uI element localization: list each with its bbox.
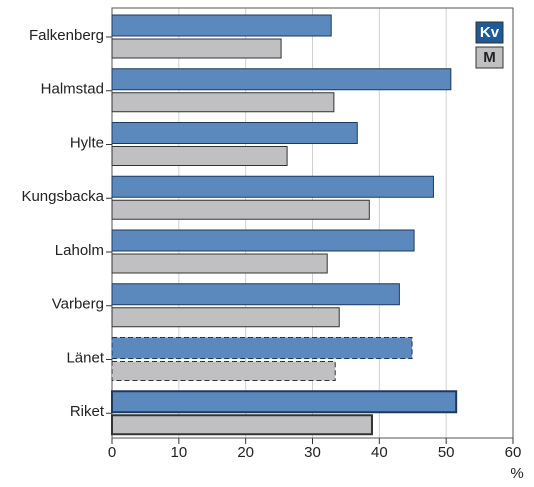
bar bbox=[111, 92, 335, 113]
x-tick-label: 40 bbox=[371, 444, 388, 461]
y-tick-label: Varberg bbox=[52, 296, 104, 313]
y-tick-label: Hylte bbox=[70, 134, 104, 151]
x-tick-label: 30 bbox=[304, 444, 321, 461]
x-tick-label: 50 bbox=[438, 444, 455, 461]
x-axis-label: % bbox=[510, 465, 523, 482]
bar bbox=[111, 253, 328, 274]
legend-label: Kv bbox=[480, 24, 500, 41]
x-tick-label: 60 bbox=[505, 444, 522, 461]
bar bbox=[111, 146, 288, 166]
bar bbox=[111, 361, 336, 381]
bar bbox=[111, 38, 282, 59]
bar bbox=[111, 68, 452, 91]
y-tick-label: Halmstad bbox=[41, 81, 104, 98]
bar bbox=[111, 199, 370, 220]
y-tick-label: Falkenberg bbox=[29, 27, 104, 44]
bar bbox=[111, 337, 413, 359]
bar bbox=[111, 122, 358, 144]
y-tick-label: Riket bbox=[70, 403, 105, 420]
bar bbox=[111, 390, 458, 414]
y-tick-label: Kungsbacka bbox=[21, 188, 104, 205]
x-tick-label: 0 bbox=[108, 444, 116, 461]
bar bbox=[111, 229, 415, 252]
x-tick-label: 10 bbox=[170, 444, 187, 461]
legend-label: M bbox=[483, 49, 496, 66]
y-tick-label: Laholm bbox=[55, 242, 104, 259]
legend-swatch bbox=[475, 21, 504, 44]
bar bbox=[111, 307, 340, 328]
bar bbox=[111, 283, 400, 306]
x-tick-label: 20 bbox=[237, 444, 254, 461]
bar bbox=[111, 414, 373, 436]
bar bbox=[111, 14, 332, 37]
legend-swatch bbox=[475, 46, 504, 69]
bar bbox=[111, 175, 434, 198]
y-tick-label: Länet bbox=[66, 349, 104, 366]
plot-frame bbox=[111, 7, 514, 439]
